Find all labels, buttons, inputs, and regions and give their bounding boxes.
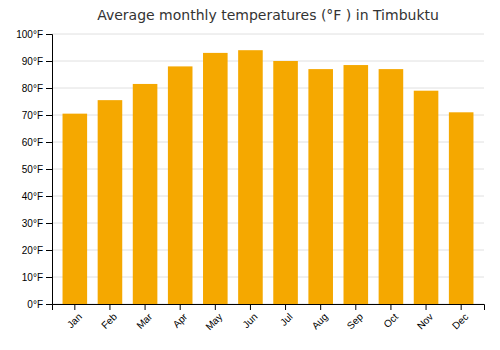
grid-line	[52, 88, 484, 89]
bar	[133, 84, 158, 304]
x-tick-label: Mar	[134, 311, 154, 331]
x-tick-label: Feb	[99, 311, 119, 331]
x-tick-label: Apr	[171, 311, 190, 330]
y-tick-line	[46, 223, 52, 224]
y-tick-label: 40°F	[22, 191, 43, 202]
bar	[414, 91, 439, 304]
x-tick: Mar	[134, 304, 154, 331]
y-tick-line	[46, 115, 52, 116]
y-tick: 100°F	[16, 29, 52, 40]
y-tick: 20°F	[22, 245, 52, 256]
x-tick: Jan	[65, 304, 84, 330]
bar	[308, 69, 333, 304]
y-tick-label: 30°F	[22, 218, 43, 229]
x-tick-line	[390, 304, 391, 310]
x-tick: May	[203, 304, 224, 332]
x-tick-label: Aug	[310, 311, 330, 331]
bar	[273, 61, 298, 304]
x-tick: Nov	[415, 304, 435, 331]
x-tick: Apr	[171, 304, 190, 330]
title: Average monthly temperatures (°F ) in Ti…	[97, 7, 439, 23]
y-tick-line	[46, 196, 52, 197]
bar	[449, 112, 474, 304]
x-tick-label: Dec	[450, 311, 470, 331]
x-tick-line	[74, 304, 75, 310]
bar	[238, 50, 263, 304]
y-tick: 50°F	[22, 164, 52, 175]
x-tick: Jul	[278, 304, 295, 328]
y-tick-line	[46, 142, 52, 143]
y-tick: 80°F	[22, 83, 52, 94]
y-tick-label: 20°F	[22, 245, 43, 256]
grid-line	[52, 61, 484, 62]
x-tick-label: Jun	[240, 311, 259, 330]
bar	[203, 53, 228, 304]
x-tick-line	[250, 304, 251, 310]
x-tick-label: Oct	[381, 311, 400, 330]
x-tick: Jun	[240, 304, 259, 330]
x-tick-line	[215, 304, 216, 310]
y-tick-label: 70°F	[22, 110, 43, 121]
y-tick: 90°F	[22, 56, 52, 67]
chart: 0°F 10°F 20°F 30°F 40°F 50°F 60°F 70°F 80°F 90°F 1…	[0, 0, 500, 350]
x-tick-line	[355, 304, 356, 310]
bar	[63, 114, 88, 304]
y-tick-label: 50°F	[22, 164, 43, 175]
y-tick: 70°F	[22, 110, 52, 121]
x-tick-label: Sep	[345, 311, 366, 332]
y-tick: 0°F	[27, 299, 52, 310]
bar	[98, 100, 123, 304]
y-tick-line	[46, 61, 52, 62]
y-tick-label: 90°F	[22, 56, 43, 67]
x-tick-line	[426, 304, 427, 310]
y-tick-label: 100°F	[16, 29, 43, 40]
x-tick-line	[320, 304, 321, 310]
y-tick-label: 80°F	[22, 83, 43, 94]
y-tick-label: 0°F	[27, 299, 43, 310]
x-tick-line	[461, 304, 462, 310]
x-tick: Feb	[99, 304, 119, 331]
x-tick-line	[180, 304, 181, 310]
y-tick-label: 60°F	[22, 137, 43, 148]
x-tick-line	[145, 304, 146, 310]
grid	[52, 34, 484, 304]
x-tick: Sep	[345, 304, 366, 331]
x-tick: Dec	[450, 304, 470, 331]
x-tick-line	[109, 304, 110, 310]
y-tick-line	[46, 304, 52, 305]
y-tick-line	[46, 277, 52, 278]
y-tick-line	[46, 250, 52, 251]
x-tick-label: Nov	[415, 311, 435, 331]
y-axis-line	[46, 35, 53, 305]
y-tick: 60°F	[22, 137, 52, 148]
y-tick-label: 10°F	[22, 272, 43, 283]
x-axis-line	[53, 305, 485, 311]
x-tick-line	[285, 304, 286, 310]
bar	[344, 65, 369, 304]
y-tick-line	[46, 34, 52, 35]
bar	[379, 69, 404, 304]
x-tick-label: Jan	[65, 311, 84, 330]
bar	[168, 66, 193, 304]
grid-line	[52, 34, 484, 35]
y-tick: 10°F	[22, 272, 52, 283]
y-tick-line	[46, 88, 52, 89]
y-tick: 40°F	[22, 191, 52, 202]
x-tick: Aug	[310, 304, 330, 331]
y-axis: 0°F 10°F 20°F 30°F 40°F 50°F 60°F 70°F 80°F 90°F 1…	[16, 29, 52, 310]
plot-area	[63, 50, 474, 304]
y-tick: 30°F	[22, 218, 52, 229]
x-tick-label: Jul	[278, 311, 295, 328]
x-tick-label: May	[203, 311, 224, 332]
x-tick: Oct	[381, 304, 400, 330]
y-tick-line	[46, 169, 52, 170]
x-axis: Jan Feb Mar Apr May Jun Jul Aug Sep Oct Nov Dec	[53, 304, 485, 332]
